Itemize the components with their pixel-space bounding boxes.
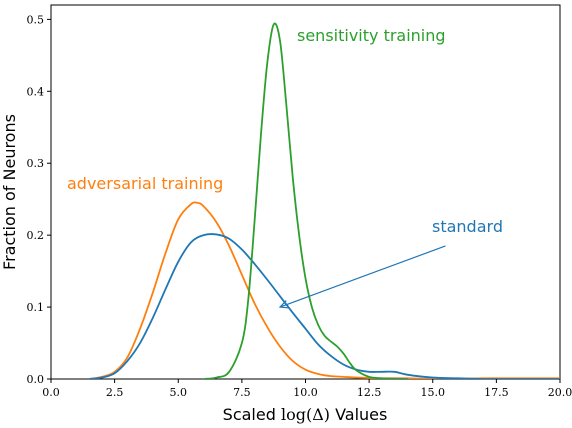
annotation-adversarial-training: adversarial training: [67, 174, 223, 193]
annotation-sensitivity-training: sensitivity training: [297, 26, 446, 45]
series-line-sensitivity-training: [204, 23, 408, 379]
y-axis-title: Fraction of Neurons: [0, 114, 19, 270]
x-tick-label: 0.0: [42, 386, 60, 399]
series-line-standard: [89, 234, 560, 379]
x-tick-label: 7.5: [233, 386, 251, 399]
y-tick-label: 0.5: [27, 13, 45, 26]
y-tick-label: 0.1: [27, 301, 45, 314]
x-tick-label: 10.0: [293, 386, 318, 399]
x-tick-label: 15.0: [421, 386, 446, 399]
x-tick-label: 17.5: [484, 386, 509, 399]
series-layer: [89, 23, 560, 379]
x-tick-label: 20.0: [548, 386, 572, 399]
x-axis-title: Scaled log(Δ) Values: [223, 405, 388, 424]
annotation-standard: standard: [432, 217, 503, 236]
y-tick-label: 0.4: [27, 85, 45, 98]
y-tick-label: 0.3: [27, 157, 45, 170]
annotation-layer: sensitivity training adversarial training…: [67, 26, 503, 308]
x-tick-label: 5.0: [170, 386, 188, 399]
y-tick-label: 0.2: [27, 229, 45, 242]
x-axis-ticks: 0.0 2.5 5.0 7.5 10.0 12.5 15.0 17.5 20.0: [42, 379, 572, 399]
y-tick-label: 0.0: [27, 373, 45, 386]
y-axis-ticks: 0.0 0.1 0.2 0.3 0.4 0.5: [27, 13, 52, 386]
x-tick-label: 12.5: [357, 386, 382, 399]
x-tick-label: 2.5: [106, 386, 124, 399]
